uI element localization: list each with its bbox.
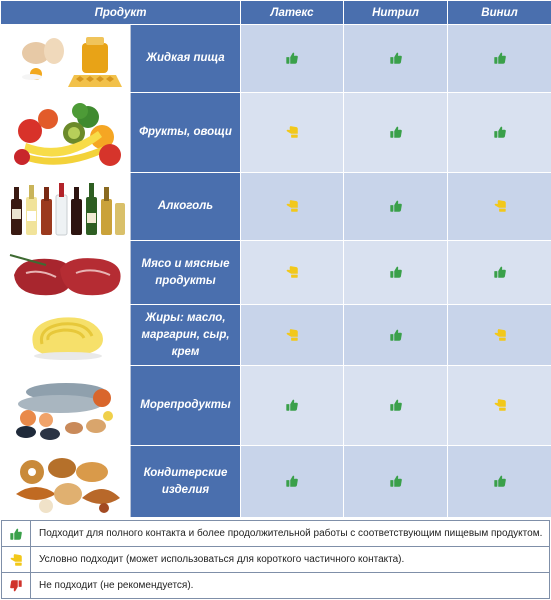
thumbs-up-green-icon: [389, 399, 402, 412]
product-name: Алкоголь: [129, 172, 242, 241]
thumbs-up-green-icon: [493, 52, 506, 65]
thumbs-down-red-icon: [2, 573, 31, 598]
thumbs-up-green-icon: [389, 200, 402, 213]
thumbs-up-green-icon: [286, 475, 298, 488]
rating-cell: [343, 92, 449, 173]
thumbs-up-green-icon: [493, 475, 506, 488]
meat-picture: [0, 240, 131, 305]
thumbs-side-yellow-icon: [286, 328, 298, 341]
butter-picture: [0, 304, 131, 366]
thumbs-up-green-icon: [493, 126, 506, 139]
rating-cell: [343, 304, 449, 366]
legend-text-conditional: Условно подходит (может использоваться д…: [39, 554, 405, 565]
product-name: Кондитерские изделия: [129, 445, 242, 518]
legend-row-conditional: Условно подходит (может использоваться д…: [2, 547, 549, 573]
rating-cell: [447, 304, 551, 366]
rating-cell: [240, 304, 345, 366]
legend-text-good: Подходит для полного контакта и более пр…: [39, 528, 543, 539]
rating-cell: [343, 365, 449, 446]
fruits-vegetables-picture: [0, 92, 131, 173]
table-row: Мясо и мясные продукты: [0, 240, 551, 305]
alcohol-bottles-picture: [0, 172, 131, 241]
table-row: Морепродукты: [0, 365, 551, 446]
product-name: Фрукты, овощи: [129, 92, 242, 173]
eggs-honey-picture: [0, 24, 131, 93]
seafood-picture: [0, 365, 131, 446]
header-row: Продукт Латекс Нитрил Винил: [0, 0, 551, 25]
rating-cell: [240, 240, 345, 305]
thumbs-up-green-icon: [493, 266, 506, 279]
table-row: Фрукты, овощи: [0, 92, 551, 173]
thumbs-up-green-icon: [286, 399, 298, 412]
thumbs-side-yellow-icon: [2, 547, 31, 572]
product-name: Мясо и мясные продукты: [129, 240, 242, 305]
thumbs-up-green-icon: [2, 521, 31, 546]
header-product: Продукт: [0, 0, 242, 25]
product-name: Жиры: масло, маргарин, сыр, крем: [129, 304, 242, 366]
rating-cell: [240, 92, 345, 173]
rating-cell: [240, 445, 345, 518]
thumbs-up-green-icon: [10, 528, 22, 540]
legend: Подходит для полного контакта и более пр…: [1, 520, 550, 599]
rating-cell: [447, 240, 551, 305]
thumbs-up-green-icon: [286, 52, 298, 65]
legend-text-bad: Не подходит (не рекомендуется).: [39, 580, 194, 591]
thumbs-up-green-icon: [389, 266, 402, 279]
table-row: Жидкая пища: [0, 24, 551, 93]
product-name: Жидкая пища: [129, 24, 242, 93]
rating-cell: [240, 24, 345, 93]
rating-cell: [240, 172, 345, 241]
thumbs-up-green-icon: [389, 52, 402, 65]
thumbs-side-yellow-icon: [286, 200, 298, 212]
rating-cell: [343, 172, 449, 241]
rating-cell: [240, 365, 345, 446]
thumbs-up-green-icon: [389, 126, 402, 139]
rating-cell: [447, 24, 551, 93]
legend-row-bad: Не подходит (не рекомендуется).: [2, 573, 549, 598]
header-vinyl: Винил: [447, 0, 551, 25]
thumbs-side-yellow-icon: [10, 553, 22, 566]
thumbs-side-yellow-icon: [494, 399, 506, 411]
legend-row-good: Подходит для полного контакта и более пр…: [2, 521, 549, 547]
table-row: Алкоголь: [0, 172, 551, 241]
thumbs-up-green-icon: [389, 475, 402, 488]
thumbs-side-yellow-icon: [494, 200, 506, 212]
table-row: Жиры: масло, маргарин, сыр, крем: [0, 304, 551, 366]
thumbs-up-green-icon: [389, 329, 402, 341]
rating-cell: [447, 445, 551, 518]
thumbs-down-red-icon: [10, 579, 22, 591]
rating-cell: [343, 445, 449, 518]
rating-cell: [343, 24, 449, 93]
thumbs-side-yellow-icon: [286, 266, 298, 278]
header-nitrile: Нитрил: [343, 0, 449, 25]
pastries-picture: [0, 445, 131, 518]
rating-cell: [447, 92, 551, 173]
header-latex: Латекс: [240, 0, 345, 25]
rating-cell: [447, 365, 551, 446]
compatibility-table: Продукт Латекс Нитрил Винил: [0, 0, 551, 518]
thumbs-side-yellow-icon: [286, 126, 298, 138]
product-name: Морепродукты: [129, 365, 242, 446]
rating-cell: [343, 240, 449, 305]
rating-cell: [447, 172, 551, 241]
thumbs-side-yellow-icon: [494, 328, 506, 341]
table-row: Кондитерские изделия: [0, 445, 551, 518]
